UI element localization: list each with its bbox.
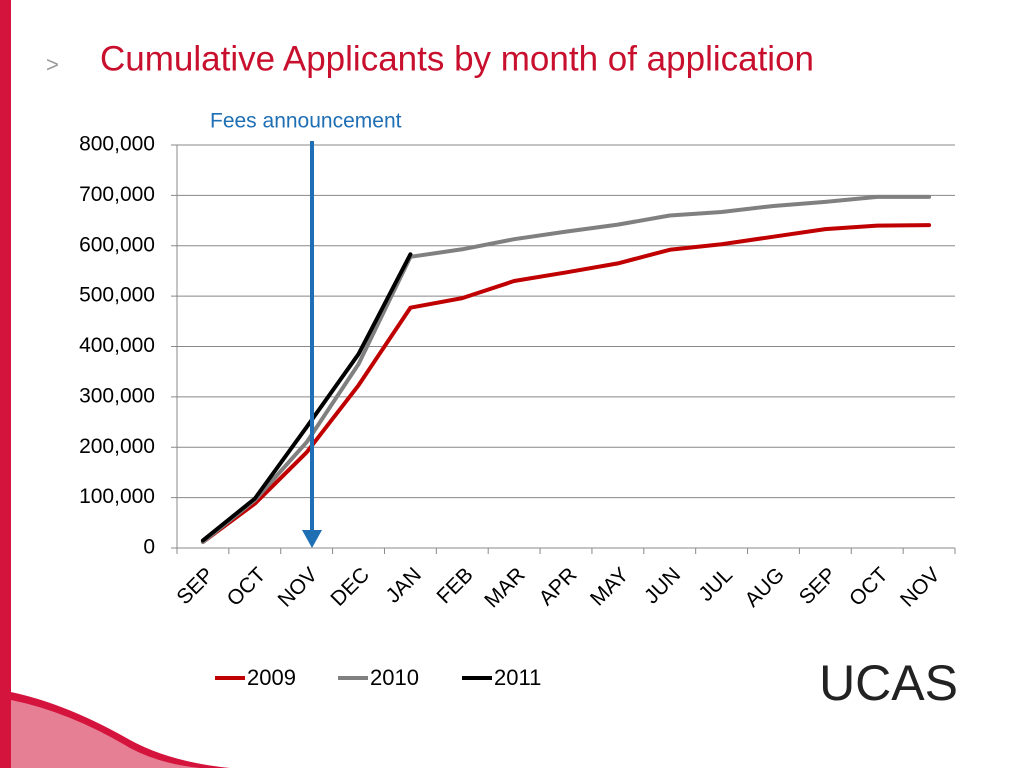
chart-title: Cumulative Applicants by month of applic…: [100, 39, 814, 78]
legend-label: 2010: [370, 665, 419, 690]
left-border: [0, 0, 11, 768]
series-line: [200, 194, 932, 544]
y-tick-label: 800,000: [79, 133, 155, 156]
legend-label: 2009: [247, 665, 296, 690]
y-tick-label: 400,000: [79, 334, 155, 357]
y-tick-label: 300,000: [79, 384, 155, 407]
series-line: [200, 252, 413, 543]
y-tick-label: 200,000: [79, 435, 155, 458]
y-tick-label: 0: [143, 536, 155, 559]
y-tick-label: 700,000: [79, 183, 155, 206]
y-tick-label: 100,000: [79, 485, 155, 508]
annotation-arrowhead: [302, 530, 322, 548]
legend-label: 2011: [494, 665, 541, 690]
y-tick-label: 600,000: [79, 233, 155, 256]
y-tick-label: 500,000: [79, 284, 155, 307]
corner-swoosh-light: [11, 700, 200, 768]
logo: UCAS: [819, 655, 958, 711]
annotation: Fees announcement: [210, 110, 402, 133]
bullet: >: [46, 52, 59, 77]
series-line: [200, 223, 932, 544]
